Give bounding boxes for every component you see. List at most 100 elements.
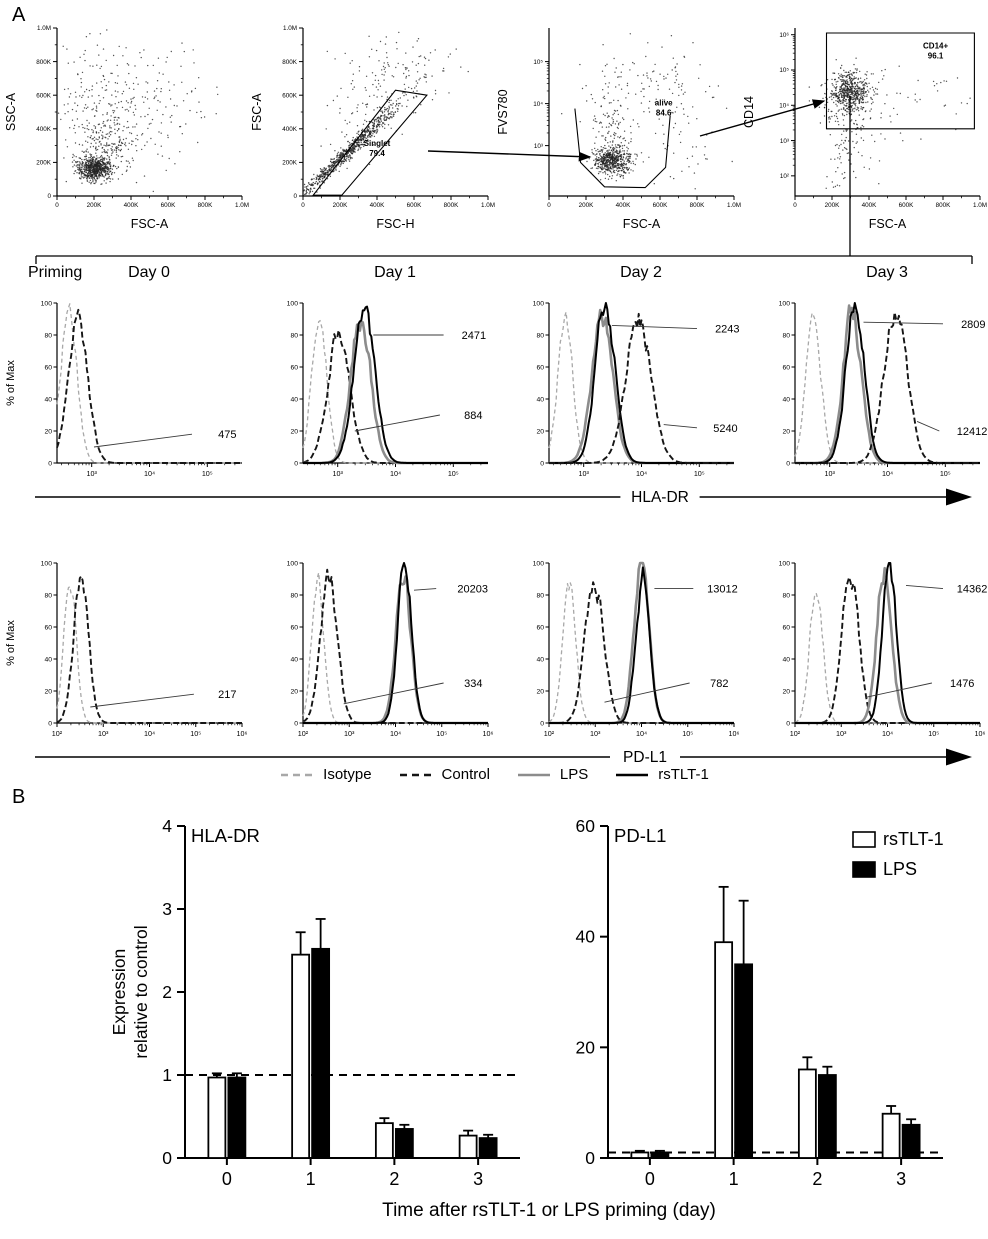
tick-label: 10² (52, 729, 63, 738)
histogram-hladr-day0: 0 20 40 60 80 100 10³ 10⁴ 10⁵ 475 % of Max (5, 300, 242, 478)
tick-label: 10⁵ (533, 59, 543, 66)
tick-label: 80 (536, 592, 544, 599)
tick-label: 40 (536, 656, 544, 663)
gate-label: Singlet (364, 139, 391, 148)
tick-label: 600K (282, 92, 298, 99)
tick-label: 400K (616, 202, 632, 209)
tick-label: 1.0M (235, 202, 249, 209)
tick-label: 10³ (836, 729, 847, 738)
mfi-value: 2243 (715, 324, 739, 336)
tick-label: 10⁴ (390, 469, 401, 478)
hist-curve-lps (549, 308, 734, 465)
tick-label: 10⁵ (682, 729, 693, 738)
tick-label: 10⁴ (144, 469, 155, 478)
y-axis-label: FVS780 (496, 89, 510, 134)
hist-curve-rstlt1 (549, 566, 734, 724)
tick-label: 600K (407, 202, 423, 209)
tick-label: 600K (653, 202, 669, 209)
panel-a-label: A (12, 4, 26, 26)
tick-label: 10³ (824, 469, 835, 478)
legend-item-rstlt1: rsTLT-1 (614, 766, 709, 783)
annotation-leader-line (604, 682, 690, 703)
hist-curve-rstlt1 (303, 562, 488, 724)
bar-rsTLT-1 (881, 1112, 901, 1159)
tick-label: 0 (540, 720, 544, 727)
annotation-leader-line (343, 682, 444, 705)
hist-curve-control (549, 312, 734, 464)
y-tick-label: 20 (576, 1037, 596, 1057)
legend-label-isotype: Isotype (323, 766, 372, 783)
hist-curve-isotype (794, 592, 980, 724)
hist-curve-isotype (548, 582, 734, 724)
bar-rsTLT-1 (374, 1122, 394, 1159)
mfi-value: 2809 (961, 319, 985, 331)
mfi-value: 475 (218, 429, 236, 441)
tick-label: 60 (536, 624, 544, 631)
hist-curve-control (795, 311, 980, 464)
tick-label: 400K (370, 202, 386, 209)
tick-label: 200K (282, 160, 298, 167)
tick-label: 100 (533, 560, 545, 567)
bar-rsTLT-1 (630, 1151, 650, 1159)
tick-label: 400K (124, 202, 140, 209)
annotation-leader-line (413, 588, 437, 591)
gate-percentage: 84.6 (656, 109, 672, 118)
panel-b-x-axis-label: Time after rsTLT-1 or LPS priming (day) (382, 1200, 716, 1221)
x-category-label: 2 (812, 1169, 822, 1189)
tick-label: 10³ (534, 143, 543, 150)
mfi-value: 884 (464, 410, 482, 422)
histogram-hladr-day2: 0 20 40 60 80 100 10³ 10⁴ 10⁵ 2243 5240 (533, 300, 740, 478)
tick-label: 80 (782, 332, 790, 339)
hladr-bar-chart: 0 1 2 3 4 HLA-DR 0 1 2 3 Expression relative to con… (109, 816, 520, 1189)
pdl1-axis-arrow: PD-L1 (35, 748, 972, 766)
mfi-value: 13012 (707, 584, 738, 596)
priming-label: Priming (28, 264, 83, 281)
tick-label: 100 (41, 300, 53, 307)
tick-label: 100 (41, 560, 53, 567)
tick-label: 100 (287, 560, 299, 567)
tick-label: 100 (287, 300, 299, 307)
tick-label: 40 (44, 656, 52, 663)
hist-curve-isotype (794, 312, 980, 464)
tick-label: 1.0M (481, 202, 495, 209)
tick-label: 80 (44, 592, 52, 599)
tick-label: 0 (48, 460, 52, 467)
bar-rsTLT-1 (714, 941, 734, 1159)
tick-label: 800K (444, 202, 460, 209)
tick-label: 20 (44, 428, 52, 435)
tick-label: 10⁴ (882, 469, 893, 478)
tick-label: 10⁵ (694, 469, 705, 478)
tick-label: 0 (301, 202, 305, 209)
hist-curve-rstlt1 (303, 305, 488, 464)
axes (56, 563, 242, 724)
tick-label: 0 (786, 720, 790, 727)
tick-label: 10⁴ (779, 102, 789, 109)
bar-LPS (734, 963, 754, 1159)
day-header-row: Priming Day 0 Day 1 Day 2 Day 3 (0, 264, 988, 286)
tick-label: 10⁵ (940, 469, 951, 478)
bar-rsTLT-1 (458, 1134, 478, 1159)
hist-curve-lps (795, 304, 980, 465)
y-axis-label: FSC-A (250, 93, 264, 131)
chart-title: PD-L1 (614, 825, 666, 846)
tick-label: 0 (294, 720, 298, 727)
legend-label-control: Control (441, 766, 490, 783)
tick-label: 10² (544, 729, 555, 738)
hist-curve-isotype (548, 311, 734, 464)
histogram-legend: Isotype Control LPS rsTLT-1 (0, 766, 988, 783)
tick-label: 10³ (86, 469, 97, 478)
tick-label: 200K (579, 202, 595, 209)
tick-label: 60 (290, 364, 298, 371)
tick-label: 10⁶ (729, 729, 740, 738)
histogram-hladr-day3: 0 20 40 60 80 100 10³ 10⁴ 10⁵ 2809 12412 (779, 300, 988, 478)
tick-label: 60 (290, 624, 298, 631)
tick-label: 10² (790, 729, 801, 738)
tick-label: 0 (793, 202, 797, 209)
y-tick-label: 40 (576, 927, 596, 947)
gating-plots-row: 0 200K 400K 600K 800K 1.0M 0 200K 400K 600K 800K 1.… (0, 0, 988, 260)
tick-label: 40 (782, 656, 790, 663)
tick-label: 800K (282, 59, 298, 66)
x-category-label: 3 (473, 1169, 483, 1189)
hist-curve-isotype (302, 319, 488, 464)
hist-curve-lps (795, 566, 980, 725)
